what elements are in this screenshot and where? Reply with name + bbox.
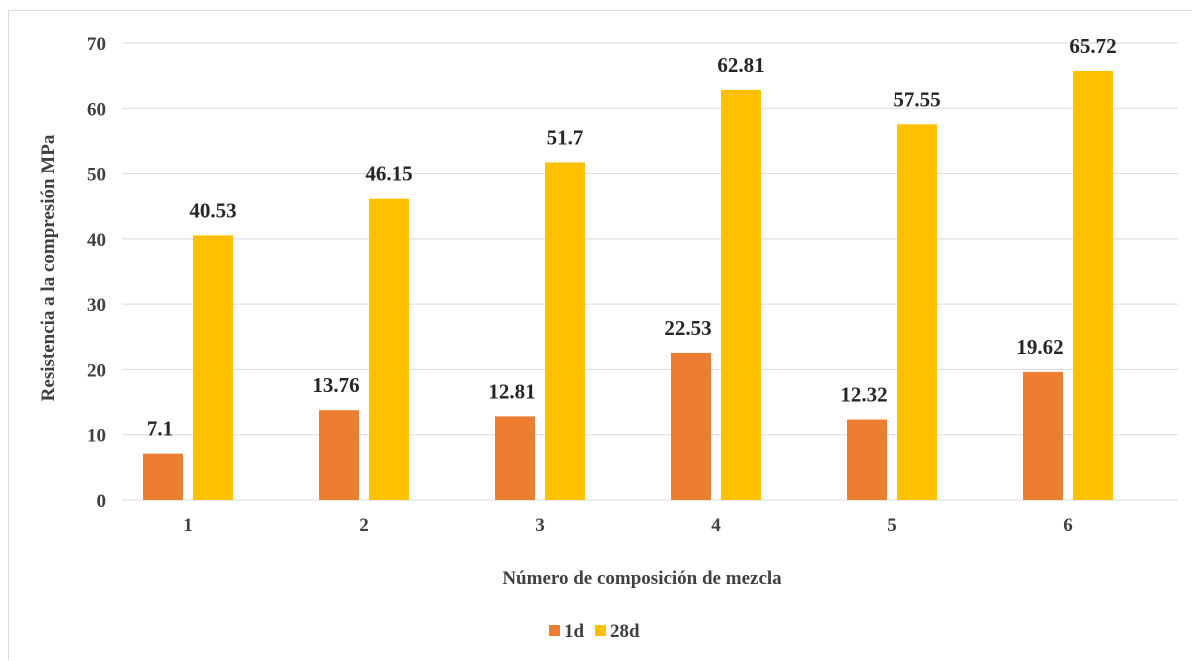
data-label-1d-5: 12.32 xyxy=(840,383,887,407)
bar-28d-2 xyxy=(369,198,409,500)
bar-28d-4 xyxy=(721,89,761,500)
data-label-1d-2: 13.76 xyxy=(312,373,359,397)
y-tick-label: 10 xyxy=(87,426,106,447)
data-label-1d-1: 7.1 xyxy=(147,417,173,441)
gridlines xyxy=(122,42,1178,501)
bar-1d-5 xyxy=(847,419,887,500)
data-label-28d-6: 65.72 xyxy=(1069,34,1116,58)
data-label-28d-3: 51.7 xyxy=(547,125,584,149)
data-labels: 7.1 40.53 13.76 46.15 12.81 51.7 22.53 62.81 12.… xyxy=(147,34,1117,441)
x-axis-ticks: 1 2 3 4 5 6 xyxy=(183,515,1073,536)
data-label-28d-4: 62.81 xyxy=(717,53,764,77)
data-label-1d-6: 19.62 xyxy=(1016,335,1063,359)
legend-swatch-28d xyxy=(595,625,606,636)
x-tick-label: 5 xyxy=(887,515,897,536)
y-tick-label: 30 xyxy=(87,295,106,316)
legend-label-1d: 1d xyxy=(564,621,585,642)
bar-1d-6 xyxy=(1023,371,1063,500)
data-label-1d-4: 22.53 xyxy=(664,316,711,340)
bar-28d-6 xyxy=(1073,70,1113,500)
bar-1d-3 xyxy=(495,416,535,500)
x-tick-label: 6 xyxy=(1063,515,1073,536)
data-label-1d-3: 12.81 xyxy=(488,379,535,403)
bar-28d-3 xyxy=(545,162,585,501)
bar-1d-2 xyxy=(319,410,359,500)
bar-1d-4 xyxy=(671,352,711,500)
legend-swatch-1d xyxy=(549,625,560,636)
chart-frame xyxy=(8,10,1192,660)
y-tick-label: 60 xyxy=(87,99,106,120)
y-axis-ticks: 0 10 20 30 40 50 60 70 xyxy=(87,34,106,512)
legend-label-28d: 28d xyxy=(610,621,640,642)
x-tick-label: 1 xyxy=(183,515,193,536)
y-tick-label: 70 xyxy=(87,34,106,55)
legend: 1d 28d xyxy=(549,621,640,642)
x-tick-label: 2 xyxy=(359,515,369,536)
bars xyxy=(143,70,1113,501)
x-axis-title: Número de composición de mezcla xyxy=(502,568,782,589)
y-tick-label: 50 xyxy=(87,165,106,186)
bar-28d-1 xyxy=(193,235,233,500)
x-tick-label: 3 xyxy=(535,515,545,536)
data-label-28d-1: 40.53 xyxy=(189,198,236,222)
y-axis-title: Resistencia a la compresión MPa xyxy=(38,134,59,401)
x-tick-label: 4 xyxy=(711,515,721,536)
y-tick-label: 0 xyxy=(97,491,107,512)
bar-28d-5 xyxy=(897,124,937,501)
bar-1d-1 xyxy=(143,453,183,500)
data-label-28d-5: 57.55 xyxy=(893,87,940,111)
y-tick-label: 40 xyxy=(87,230,106,251)
y-tick-label: 20 xyxy=(87,360,106,381)
data-label-28d-2: 46.15 xyxy=(365,162,412,186)
